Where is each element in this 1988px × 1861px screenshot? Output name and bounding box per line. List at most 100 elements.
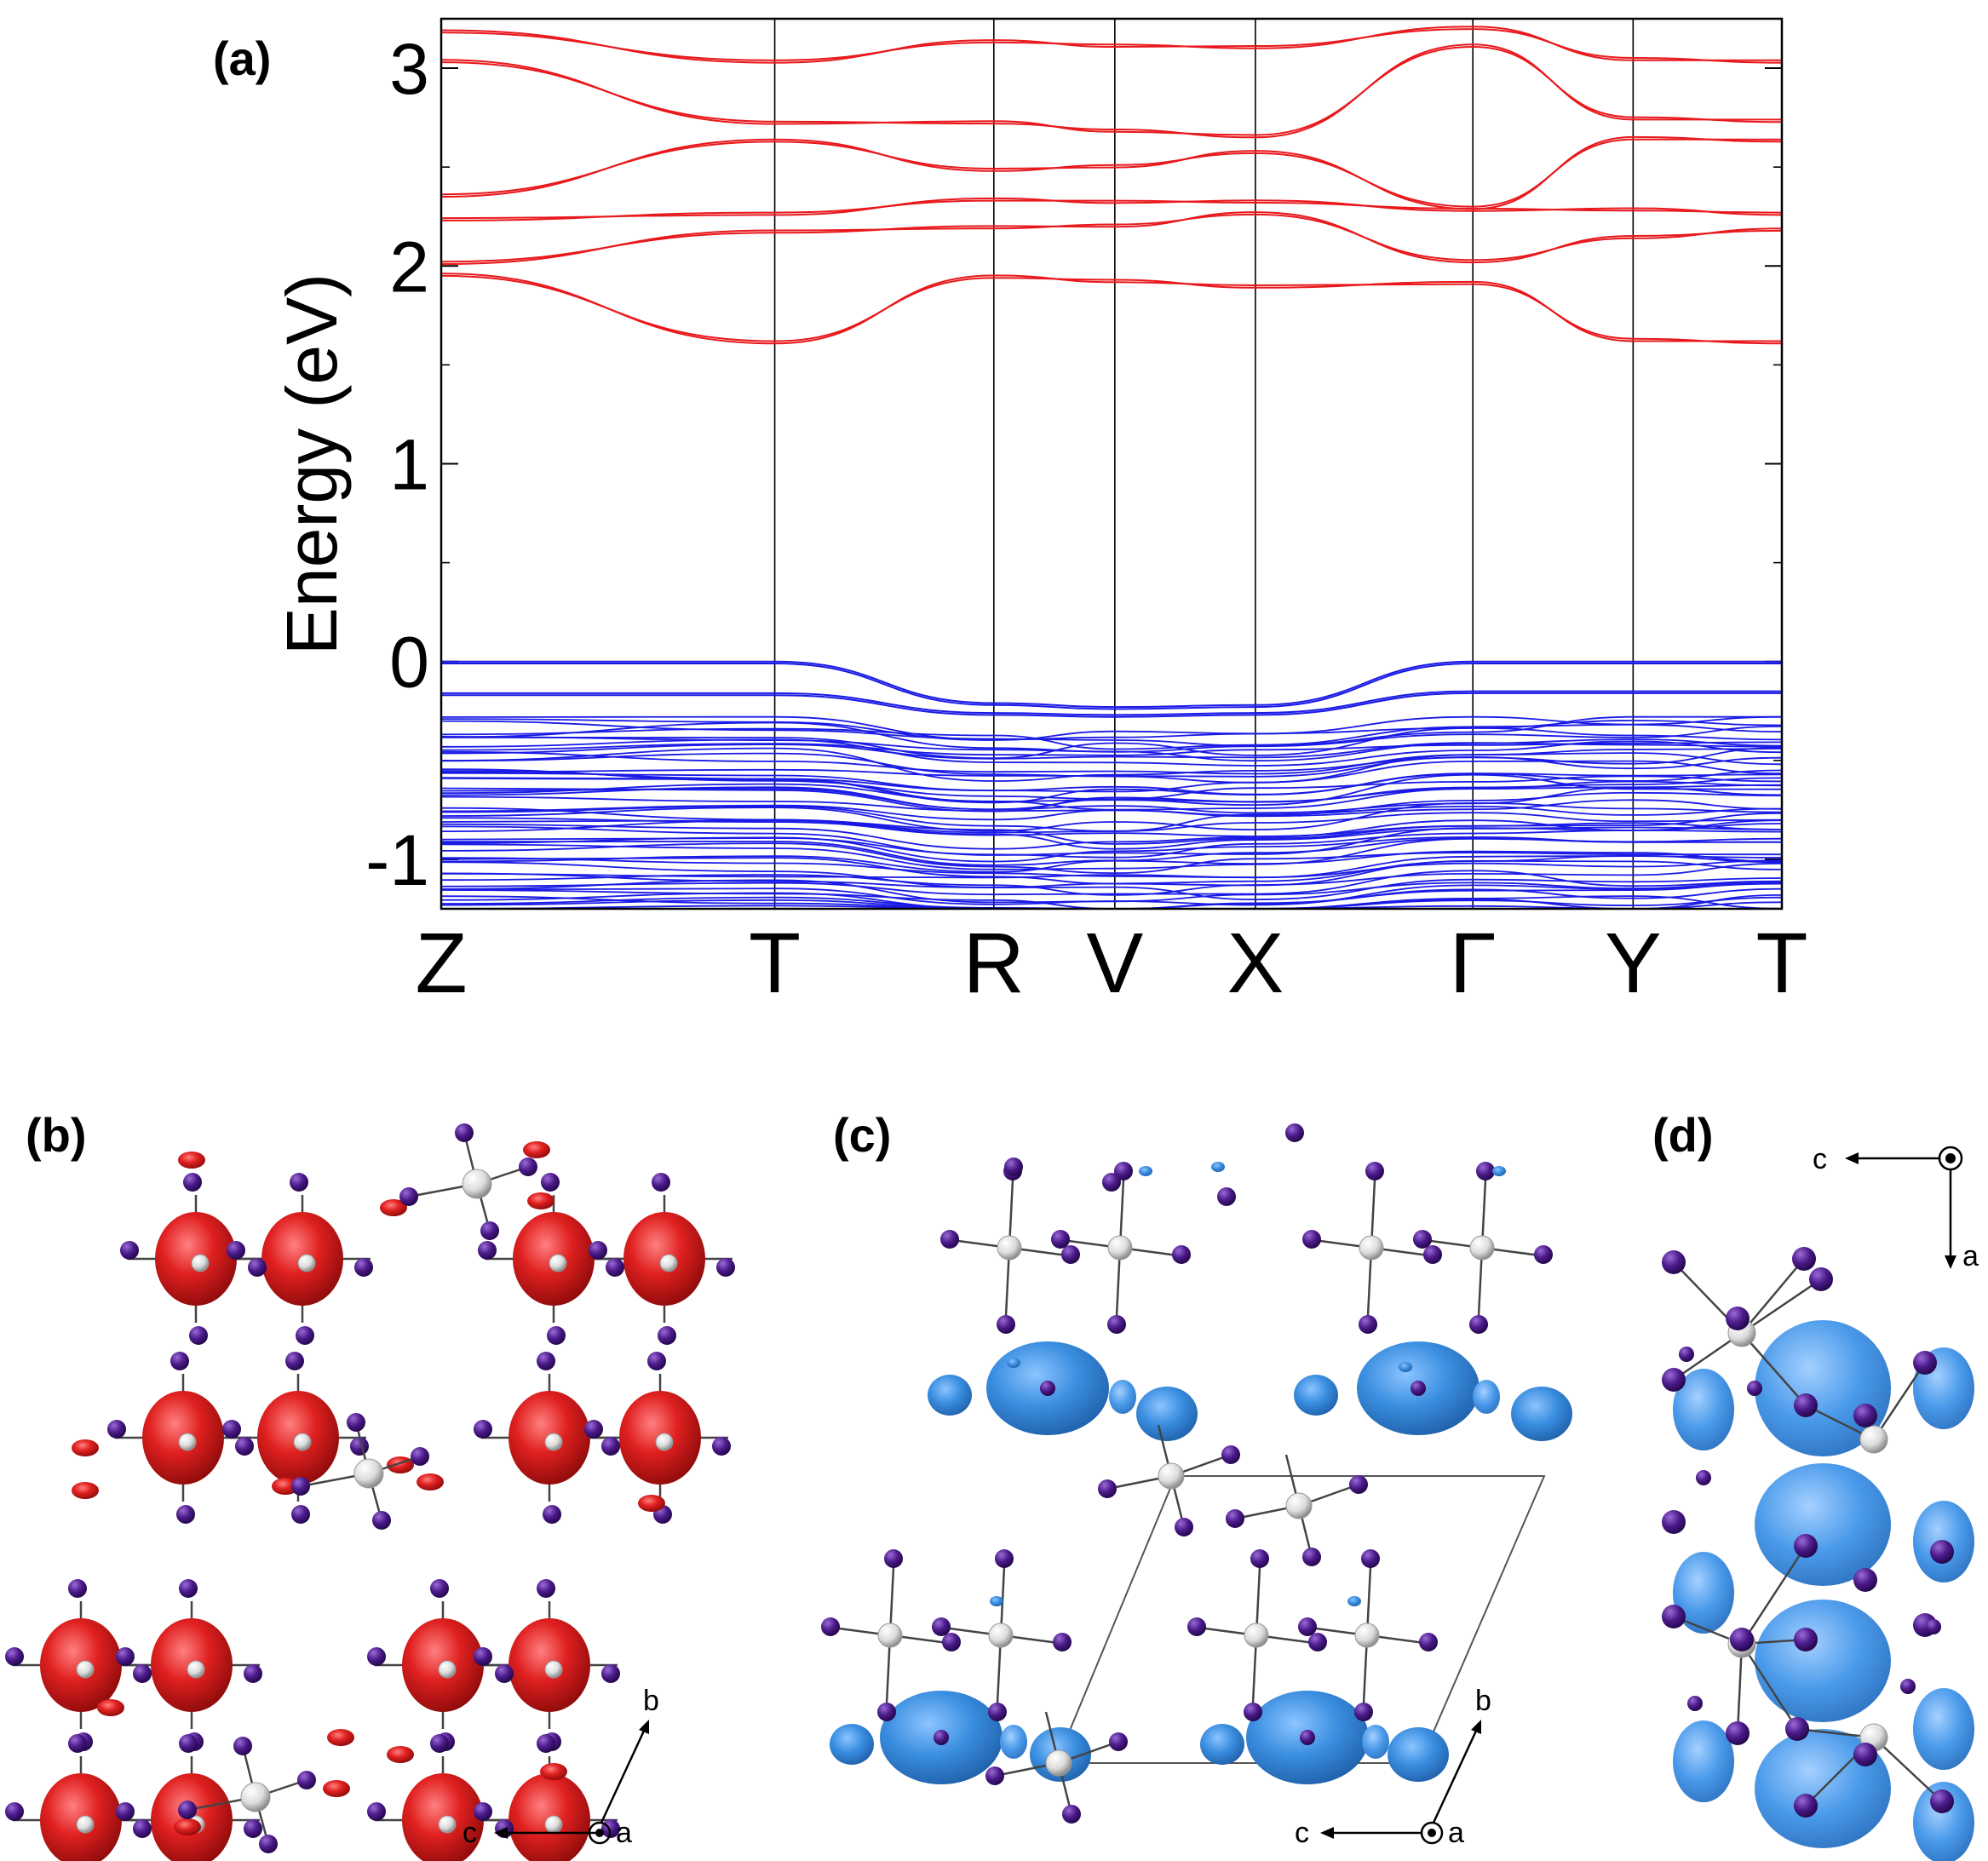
iodine-atom [133, 1819, 152, 1838]
kpoint-label: X [1227, 916, 1284, 1011]
iodine-atom [821, 1617, 840, 1636]
iodine-atom [1679, 1347, 1694, 1362]
iodine-atom [233, 1737, 252, 1755]
metal-atom [997, 1235, 1022, 1261]
iodine-atom [1930, 1789, 1954, 1813]
valence-band-line [440, 780, 1783, 813]
valence-band-line [440, 882, 1783, 906]
blue-isosurface-dot [1347, 1596, 1361, 1606]
plot-frame [440, 17, 1784, 910]
iodine-atom [5, 1802, 24, 1821]
red-isosurface-small [174, 1818, 201, 1835]
metal-atom [1244, 1623, 1269, 1648]
valence-band-line [440, 819, 1783, 850]
panel-c-atoms [821, 1123, 1572, 1824]
iodine-atom [589, 1241, 607, 1260]
panel-d-atoms [1662, 1247, 1974, 1861]
blue-isosurface-small [1362, 1725, 1389, 1759]
iodine-atom [1730, 1628, 1754, 1651]
valence-band-line [440, 855, 1783, 888]
red-isosurface-small [638, 1495, 665, 1512]
iodine-atom [1476, 1162, 1495, 1180]
iodine-atom [1853, 1404, 1877, 1427]
metal-atom [877, 1623, 903, 1648]
iodine-atom [455, 1123, 474, 1142]
metal-atom [544, 1660, 563, 1679]
iodine-atom [367, 1802, 386, 1821]
valence-band-line [440, 768, 1783, 801]
iodine-atom [430, 1734, 449, 1753]
iodine-atom [1226, 1509, 1244, 1528]
iodine-atom [179, 1579, 198, 1598]
valence-band-line [440, 723, 1783, 750]
blue-isosurface-dot [1399, 1362, 1412, 1372]
panel-label-c: (c) [833, 1108, 891, 1162]
metal-atom [1859, 1425, 1888, 1454]
y-axis-ticks [441, 67, 1782, 860]
kpoint-label: Γ [1450, 916, 1497, 1011]
panel-c-axis-indicator: c b a [1295, 1685, 1491, 1849]
iodine-atom [884, 1549, 903, 1568]
valence-band-line [440, 777, 1783, 811]
valence-band-line [440, 755, 1783, 778]
metal-atom [187, 1660, 205, 1679]
panel-d-structure: (d) c a [1652, 1108, 1979, 1861]
axis-label-c: c [1295, 1817, 1309, 1849]
iodine-atom [537, 1352, 555, 1370]
iodine-atom [291, 1477, 310, 1496]
bond [1872, 1362, 1927, 1440]
iodine-atom [712, 1437, 731, 1456]
iodine-atom [1187, 1617, 1206, 1636]
red-isosurface-small [527, 1192, 554, 1209]
iodine-atom [480, 1221, 499, 1240]
iodine-atom [606, 1258, 624, 1277]
metal-atom [544, 1815, 563, 1834]
blue-isosurface [1755, 1463, 1891, 1586]
metal-atom [544, 1433, 563, 1451]
iodine-atom [1217, 1187, 1236, 1206]
blue-isosurface-side [1913, 1782, 1974, 1861]
iodine-atom [1469, 1315, 1488, 1334]
red-isosurface-small [380, 1199, 407, 1216]
conduction-band-line [440, 273, 1783, 345]
kpoint-label: R [963, 916, 1025, 1011]
blue-isosurface-small [1294, 1375, 1338, 1416]
iodine-atom [1913, 1351, 1937, 1375]
panel-b-atoms [5, 1123, 735, 1861]
panel-label-b: (b) [26, 1108, 87, 1162]
iodine-atom [1662, 1250, 1686, 1274]
iodine-atom [1250, 1549, 1269, 1568]
iodine-atom [1354, 1703, 1373, 1721]
metal-atom [76, 1815, 95, 1834]
panel-b-structure: (b) c b a [5, 1108, 735, 1861]
iodine-atom [291, 1505, 310, 1524]
panel-d-axis-indicator: c a [1813, 1143, 1979, 1272]
iodine-atom [5, 1647, 24, 1666]
blue-isosurface-small [1200, 1724, 1244, 1765]
axis-label-c: c [1813, 1143, 1827, 1175]
iodine-atom [1175, 1518, 1193, 1536]
iodine-atom [1244, 1703, 1262, 1721]
iodine-atom [985, 1766, 1004, 1785]
conduction-bands [440, 26, 1783, 345]
iodine-atom [474, 1647, 492, 1666]
kpoint-label: Z [415, 916, 467, 1011]
bond [1740, 1643, 1799, 1730]
valence-band-line [440, 850, 1783, 873]
blue-isosurface-dot [990, 1596, 1003, 1606]
iodine-atom [934, 1730, 949, 1745]
iodine-atom [1794, 1794, 1818, 1818]
iodine-atom [107, 1420, 126, 1439]
iodine-atom [584, 1420, 603, 1439]
metal-atom [1359, 1235, 1384, 1261]
iodine-atom [411, 1447, 429, 1466]
y-tick-label: 2 [389, 227, 429, 307]
iodine-atom [1726, 1307, 1750, 1330]
axis-label-b: b [1475, 1685, 1491, 1717]
metal-atom [438, 1815, 457, 1834]
axis-label-c: c [463, 1817, 477, 1849]
valence-band-line [440, 742, 1783, 760]
iodine-atom [1061, 1245, 1080, 1264]
valence-band-line [441, 690, 1782, 716]
iodine-atom [1040, 1381, 1055, 1396]
